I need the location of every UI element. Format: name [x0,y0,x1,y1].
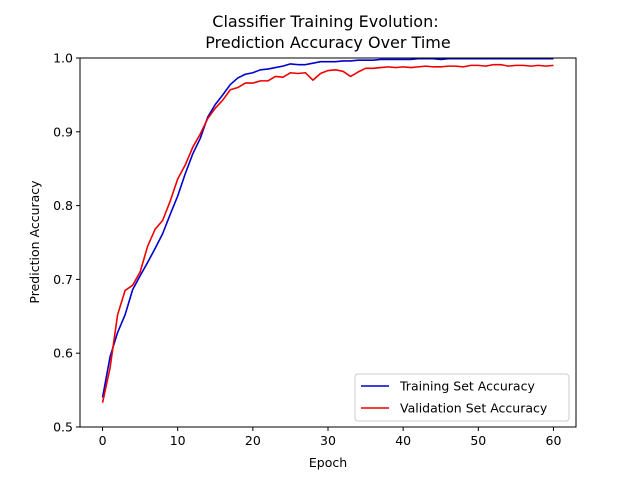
x-tick-label: 50 [470,433,486,448]
x-tick-label: 10 [170,433,186,448]
chart-title: Classifier Training Evolution: Predictio… [205,12,450,52]
y-tick-label: 0.9 [53,124,73,139]
x-tick-label: 60 [546,433,562,448]
x-axis-label: Epoch [309,455,347,470]
legend-label: Training Set Accuracy [399,379,535,394]
y-tick-label: 0.7 [53,272,73,287]
legend-label: Validation Set Accuracy [400,401,548,416]
chart-title-line-1: Classifier Training Evolution: [212,12,438,31]
chart-title-line-2: Prediction Accuracy Over Time [205,33,450,52]
x-tick-label: 30 [320,433,336,448]
legend-box [354,373,570,422]
y-axis-label: Prediction Accuracy [27,180,42,304]
series-layer [101,57,554,403]
x-tick-label: 0 [99,433,107,448]
x-tick-label: 20 [245,433,261,448]
series-line-validation [101,63,554,403]
y-tick-label: 0.6 [53,346,73,361]
series-line-training [101,57,554,398]
x-tick-label: 40 [395,433,411,448]
y-tick-label: 0.8 [53,198,73,213]
y-tick-label: 0.5 [53,420,73,435]
legend: Training Set Accuracy Validation Set Accu… [354,373,570,422]
y-tick-label: 1.0 [53,51,73,66]
axes-layer: 0 10 20 30 40 50 60 0.5 0.6 0.7 0.8 0.9 1.0 [53,51,577,448]
